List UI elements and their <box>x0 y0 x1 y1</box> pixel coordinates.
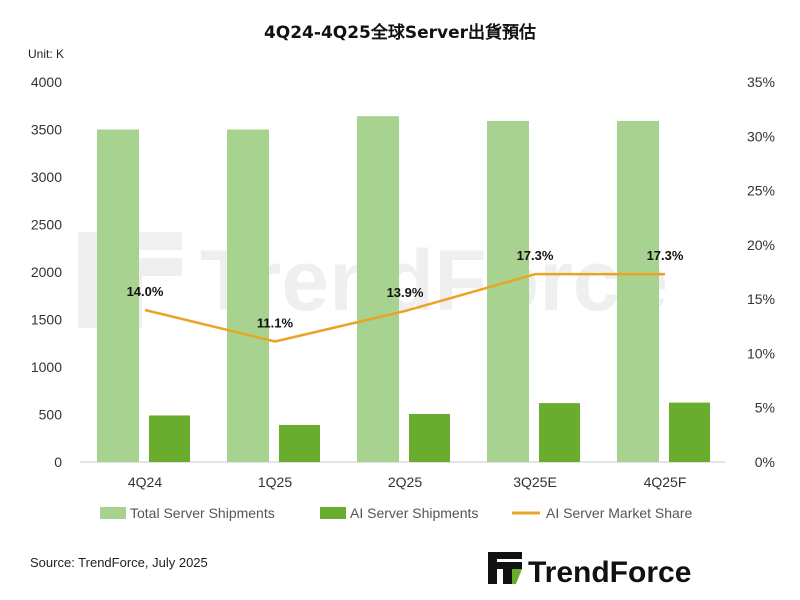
right-tick-label: 35% <box>747 74 775 90</box>
right-axis-ticks: 0% 5% 10% 15% 20% 25% 30% 35% <box>747 74 775 470</box>
trendforce-logo: TrendForce <box>488 552 691 589</box>
right-tick-label: 15% <box>747 291 775 307</box>
right-tick-label: 20% <box>747 237 775 253</box>
total-server-bar <box>617 120 659 462</box>
right-tick-label: 0% <box>755 454 775 470</box>
ai-server-bar <box>409 414 450 462</box>
ai-server-bar <box>149 415 190 462</box>
market-share-label: 11.1% <box>257 315 294 330</box>
left-tick-label: 1500 <box>31 312 62 328</box>
x-tick-label: 3Q25E <box>513 474 557 490</box>
right-tick-label: 10% <box>747 345 775 361</box>
total-server-bar <box>97 129 139 462</box>
x-axis-ticks: 4Q24 1Q25 2Q25 3Q25E 4Q25F <box>128 474 687 490</box>
market-share-label: 17.3% <box>647 248 684 263</box>
ai-server-bar <box>669 402 710 462</box>
left-tick-label: 500 <box>39 407 63 423</box>
right-tick-label: 5% <box>755 400 775 416</box>
ai-server-bars <box>149 402 710 462</box>
x-tick-label: 4Q24 <box>128 474 162 490</box>
market-share-label: 17.3% <box>517 248 554 263</box>
market-share-line <box>144 272 665 343</box>
logo-text: TrendForce <box>528 556 691 589</box>
left-tick-label: 3500 <box>31 122 62 138</box>
right-tick-label: 25% <box>747 183 775 199</box>
legend-label-ai: AI Server Shipments <box>350 505 478 521</box>
trendforce-logo-icon <box>488 552 522 584</box>
legend-label-total: Total Server Shipments <box>130 505 275 521</box>
left-tick-label: 0 <box>54 454 62 470</box>
total-server-bar <box>357 116 399 462</box>
market-share-label: 13.9% <box>387 285 424 300</box>
left-tick-label: 1000 <box>31 359 62 375</box>
total-server-bars <box>97 116 659 462</box>
legend-swatch-total <box>100 507 126 519</box>
legend-label-share: AI Server Market Share <box>546 505 692 521</box>
legend-swatch-ai <box>320 507 346 519</box>
left-tick-label: 3000 <box>31 169 62 185</box>
ai-server-bar <box>279 424 320 462</box>
right-tick-label: 30% <box>747 128 775 144</box>
chart-title: 4Q24-4Q25全球Server出貨預估 <box>264 22 536 43</box>
left-tick-label: 4000 <box>31 74 62 90</box>
market-share-label: 14.0% <box>127 284 164 299</box>
left-axis-ticks: 0 500 1000 1500 2000 2500 3000 3500 4000 <box>31 74 62 470</box>
market-share-labels: 14.0% 11.1% 13.9% 17.3% 17.3% <box>127 248 684 330</box>
x-tick-label: 1Q25 <box>258 474 292 490</box>
watermark-text: TrendForce <box>200 233 668 329</box>
left-tick-label: 2500 <box>31 217 62 233</box>
market-share-line-group <box>144 272 665 343</box>
legend: Total Server Shipments AI Server Shipmen… <box>100 505 692 521</box>
x-tick-label: 4Q25F <box>644 474 687 490</box>
ai-server-bar <box>539 403 580 462</box>
left-tick-label: 2000 <box>31 264 62 280</box>
unit-label: Unit: K <box>28 47 64 61</box>
total-server-bar <box>487 120 529 462</box>
source-note: Source: TrendForce, July 2025 <box>30 555 208 570</box>
watermark: TrendForce <box>78 232 668 329</box>
x-tick-label: 2Q25 <box>388 474 422 490</box>
total-server-bar <box>227 129 269 462</box>
